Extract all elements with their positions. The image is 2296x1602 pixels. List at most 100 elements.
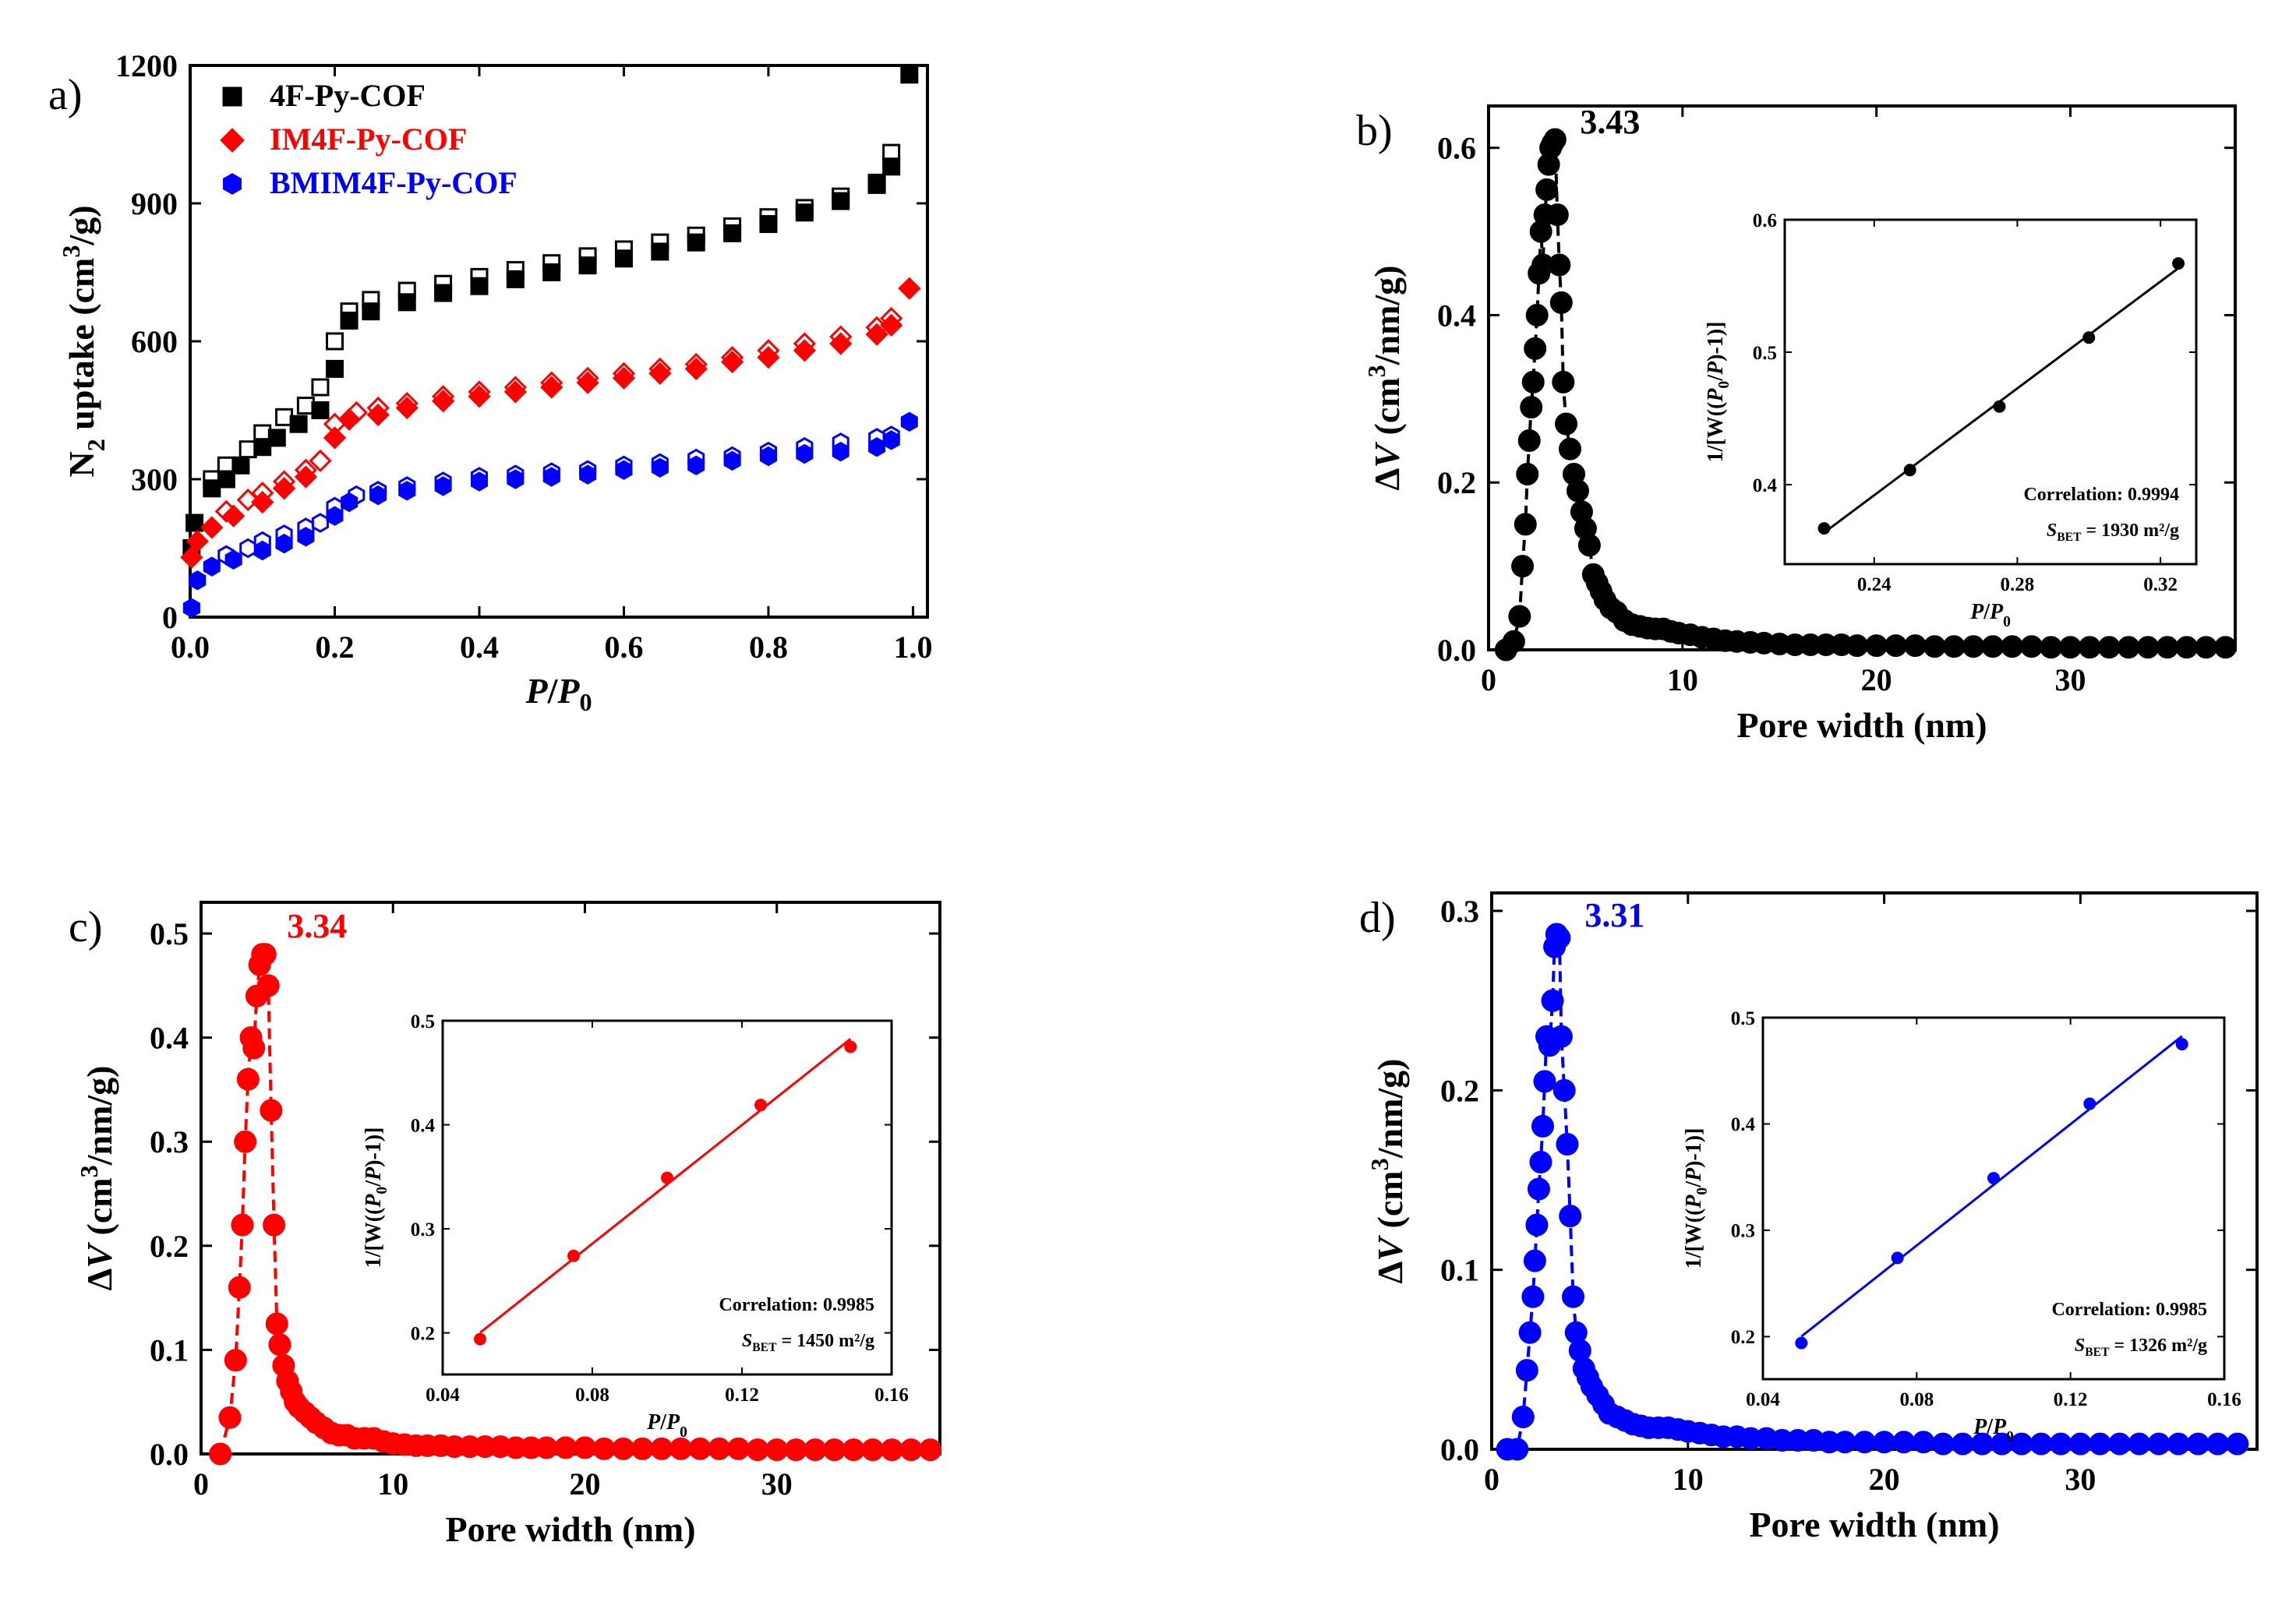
b-data-point <box>1549 291 1573 314</box>
b-inset-y-tick-label: 0.6 <box>1753 210 1777 231</box>
a-adsorption-point <box>203 479 221 498</box>
a-adsorption-point <box>651 457 669 478</box>
a-adsorption-point <box>615 460 633 480</box>
a-desorption-point <box>239 538 257 559</box>
d-data-point <box>1515 1359 1538 1382</box>
a-adsorption-point <box>203 556 221 577</box>
a-adsorption-point <box>900 411 918 432</box>
a-adsorption-point <box>337 408 361 431</box>
b-inset-fit-line <box>1823 266 2179 534</box>
b-y-tick-label: 0.2 <box>1437 465 1476 500</box>
c-data-point <box>708 1437 731 1460</box>
b-data-point <box>2136 636 2160 659</box>
c-x-tick-label: 10 <box>377 1466 408 1501</box>
c-data-point <box>265 1312 288 1336</box>
a-adsorption-point <box>470 277 489 295</box>
panel-b: 0 10 20 30 0.0 0.2 0.4 0.6 b) Pore width (nm) ΔV (… <box>1356 103 2238 745</box>
c-data-point <box>765 1438 789 1462</box>
a-adsorption-point <box>326 506 344 526</box>
a-adsorption-point <box>222 504 245 528</box>
d-data-point <box>1511 1406 1535 1429</box>
a-adsorption-point <box>323 426 347 450</box>
b-data-point <box>1559 437 1582 460</box>
a-adsorption-point <box>272 477 296 500</box>
a-legend-label: BMIM4F-Py-COF <box>270 165 517 200</box>
d-inset-data-point <box>2083 1097 2096 1110</box>
a-adsorption-point <box>366 403 390 427</box>
d-peak-label: 3.31 <box>1584 896 1644 934</box>
a-adsorption-point <box>759 215 778 234</box>
d-inset-data-point <box>1987 1172 2000 1185</box>
a-y-tick-label: 300 <box>131 462 178 497</box>
c-data-point <box>861 1438 885 1462</box>
a-adsorption-point <box>182 598 200 618</box>
d-panel-label: d) <box>1359 894 1396 942</box>
b-x-tick-label: 30 <box>2054 662 2086 697</box>
a-adsorption-point <box>200 516 224 539</box>
b-data-point <box>1566 479 1589 503</box>
a-adsorption-point <box>867 175 886 194</box>
c-x-axis-label: Pore width (nm) <box>445 1509 695 1549</box>
b-inset: 0.24 0.28 0.32 0.4 0.5 0.6 P/P0 1/[W((P0/P)-1)]… <box>1704 210 2198 630</box>
a-adsorption-point <box>865 323 888 346</box>
a-adsorption-point <box>579 464 597 485</box>
d-data-point <box>1506 1438 1529 1461</box>
b-data-point <box>2058 636 2082 659</box>
b-inset-y-tick-label: 0.4 <box>1753 475 1778 496</box>
c-inset-x-tick-label: 0.08 <box>575 1385 609 1406</box>
c-data-point <box>592 1437 616 1460</box>
a-adsorption-point <box>434 476 452 496</box>
d-data-point <box>1873 1431 1896 1454</box>
d-inset-x-tick-label: 0.12 <box>2054 1389 2088 1410</box>
a-adsorption-point <box>506 270 525 288</box>
c-y-tick-label: 0.3 <box>150 1124 189 1159</box>
b-inset-data-point <box>1817 522 1831 535</box>
a-adsorption-point <box>431 390 455 413</box>
b-data-point <box>2195 636 2218 659</box>
d-data-point <box>1561 1285 1584 1308</box>
d-inset-x-tick-label: 0.08 <box>1899 1389 1934 1410</box>
a-desorption-point <box>311 513 329 533</box>
a-adsorption-point <box>684 357 708 381</box>
a-series-BMIM4F-Py-COF <box>182 411 918 618</box>
b-data-point <box>2001 635 2024 658</box>
c-inset-y-tick-label: 0.3 <box>411 1219 435 1240</box>
b-inset-plot-frame <box>1783 218 2198 566</box>
c-data-point <box>268 1333 291 1357</box>
b-data-point <box>1535 178 1559 201</box>
c-data-point <box>669 1437 693 1460</box>
a-x-tick-label: 0.2 <box>315 630 354 665</box>
c-series-line <box>218 952 931 1455</box>
b-data-point <box>1502 630 1525 653</box>
c-data-point <box>236 1067 260 1091</box>
d-data-point <box>1518 1321 1542 1344</box>
c-inset-plot-frame <box>441 1019 893 1376</box>
b-data-point <box>2117 636 2140 659</box>
a-adsorption-point <box>540 376 563 399</box>
c-data-point <box>234 1130 257 1153</box>
a-adsorption-point <box>542 467 560 487</box>
b-inset-y-tick-label: 0.5 <box>1753 343 1777 364</box>
d-data-point <box>1529 1150 1552 1173</box>
d-plot-frame <box>1490 891 2259 1451</box>
a-adsorption-point <box>614 249 633 268</box>
c-data-point <box>919 1438 942 1462</box>
a-x-tick-label: 0.0 <box>171 630 210 665</box>
a-adsorption-point <box>503 380 527 404</box>
c-peak-label: 3.34 <box>287 907 347 945</box>
c-data-point <box>231 1213 254 1237</box>
a-adsorption-point <box>723 224 742 242</box>
b-data-point <box>1962 635 1985 658</box>
c-y-tick-label: 0.5 <box>150 916 189 951</box>
c-y-tick-label: 0.4 <box>150 1021 189 1056</box>
c-data-point <box>263 1213 286 1237</box>
d-inset-y-axis-label: 1/[W((P0/P)-1)] <box>1682 1128 1711 1269</box>
b-x-tick-label: 0 <box>1481 662 1496 697</box>
d-data-point <box>1559 1205 1582 1228</box>
c-inset-correlation: Correlation: 0.9985 <box>719 1295 874 1315</box>
c-inset-x-tick-label: 0.16 <box>874 1385 909 1406</box>
a-adsorption-point <box>369 485 387 506</box>
c-y-tick-label: 0.1 <box>150 1332 189 1367</box>
d-y-tick-label: 0.0 <box>1440 1432 1479 1467</box>
c-inset-sbet: SBET = 1450 m²/g <box>742 1331 874 1354</box>
